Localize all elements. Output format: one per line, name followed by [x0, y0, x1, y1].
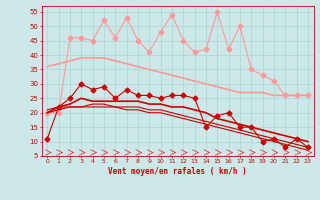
- X-axis label: Vent moyen/en rafales ( km/h ): Vent moyen/en rafales ( km/h ): [108, 167, 247, 176]
